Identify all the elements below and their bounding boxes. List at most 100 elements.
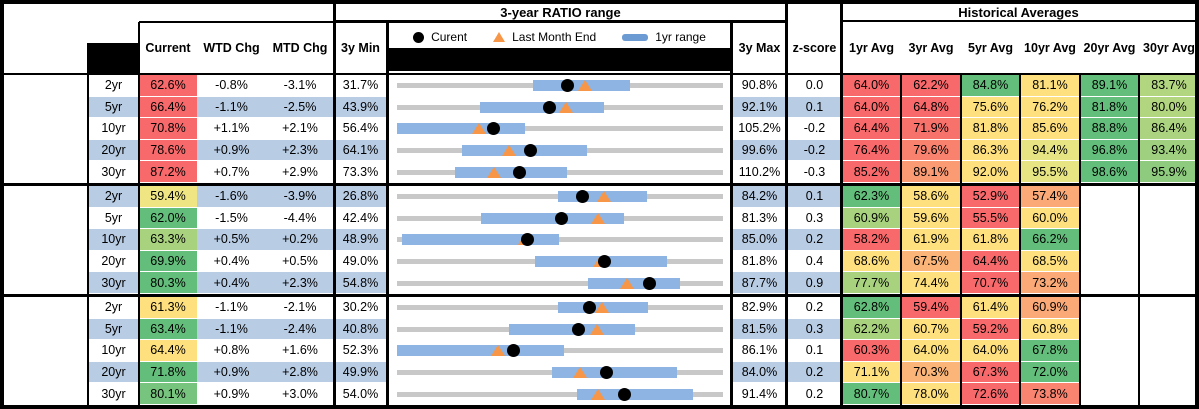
table-row: 30yr 80.3% +0.4% +2.3% 54.8% 87.7% 0.9 77.7% 74.… <box>0 272 1199 294</box>
range-chart <box>387 140 732 162</box>
col-header-1yr-avg: 1yr Avg <box>842 22 901 74</box>
zscore-cell: -0.2 <box>787 118 842 140</box>
1yr-range-bar-icon <box>622 33 649 41</box>
three-year-range-track <box>397 237 723 243</box>
range-chart-plot <box>397 272 723 294</box>
last-month-end-marker <box>472 123 487 135</box>
table-row: 30yr 80.1% +0.9% +3.0% 54.0% 91.4% 0.2 80.7% 78.… <box>0 383 1199 405</box>
col-header-5yr-avg: 5yr Avg <box>961 22 1020 74</box>
mtd-chg-cell: +2.1% <box>266 118 334 140</box>
range-chart-plot <box>397 383 723 405</box>
avg-cell <box>1139 383 1199 405</box>
avg-cell: 62.3% <box>842 186 901 208</box>
current-cell: 87.2% <box>139 161 197 183</box>
table-row: 2yr 62.6% -0.8% -3.1% 31.7% 90.8% 0.0 64.0% 62.2… <box>0 75 1199 97</box>
avg-cell: 95.5% <box>1020 161 1080 183</box>
current-marker <box>618 387 631 401</box>
col-header-30yr-avg: 30yr Avg <box>1139 22 1199 74</box>
avg-cell: 86.4% <box>1139 118 1199 140</box>
range-chart <box>387 297 732 319</box>
avg-cell: 60.8% <box>1020 318 1080 341</box>
tenor-label: 5yr <box>88 96 139 119</box>
tenor-label: 10yr <box>88 118 139 140</box>
avg-cell <box>1080 207 1139 230</box>
table-row: 20yr 69.9% +0.4% +0.5% 49.0% 81.8% 0.4 68.6% 67.… <box>0 250 1199 273</box>
avg-cell: 62.2% <box>842 318 901 341</box>
current-marker <box>599 366 613 380</box>
mtd-chg-cell: -2.5% <box>266 96 334 119</box>
avg-cell: 81.1% <box>1020 75 1080 97</box>
three-year-max-cell: 82.9% <box>732 297 787 319</box>
current-marker <box>523 144 537 158</box>
avg-cell: 64.4% <box>961 250 1020 273</box>
range-chart <box>387 75 732 97</box>
col-header-20yr-avg: 20yr Avg <box>1080 22 1139 74</box>
avg-cell: 75.6% <box>961 96 1020 119</box>
mtd-chg-cell: -2.1% <box>266 297 334 319</box>
avg-cell: 80.0% <box>1139 96 1199 119</box>
avg-cell: 58.6% <box>901 186 961 208</box>
current-marker <box>598 255 612 269</box>
avg-cell <box>1139 250 1199 273</box>
range-chart <box>387 319 732 341</box>
range-chart-plot <box>397 319 723 341</box>
current-cell: 80.1% <box>139 383 197 405</box>
mtd-chg-cell: +2.8% <box>266 361 334 384</box>
avg-cell: 60.0% <box>1020 207 1080 230</box>
table-row: 5yr 63.4% -1.1% -2.4% 40.8% 81.5% 0.3 62.2% 60.7… <box>0 318 1199 341</box>
historical-averages-title: Historical Averages <box>842 4 1195 22</box>
last-month-end-marker <box>491 345 506 357</box>
three-year-max-cell: 81.5% <box>732 318 787 341</box>
current-cell: 64.4% <box>139 340 197 362</box>
one-year-range-bar <box>397 123 525 135</box>
three-year-max-cell: 81.8% <box>732 251 787 273</box>
avg-cell: 70.7% <box>961 272 1020 294</box>
zscore-cell: 0.0 <box>787 75 842 97</box>
zscore-cell: 0.1 <box>787 186 842 208</box>
col-header-mtd-chg: MTD Chg <box>266 22 334 74</box>
current-cell: 63.4% <box>139 318 197 341</box>
avg-cell: 57.4% <box>1020 186 1080 208</box>
last-month-end-marker <box>591 212 606 224</box>
legend-1yr-range-label: 1yr range <box>655 30 706 44</box>
avg-cell: 61.8% <box>961 229 1020 251</box>
wtd-chg-cell: +0.9% <box>197 139 266 162</box>
three-year-max-cell: 86.1% <box>732 340 787 362</box>
wtd-chg-cell: +0.5% <box>197 229 266 251</box>
range-chart-plot <box>397 297 723 319</box>
wtd-chg-cell: -1.5% <box>197 208 266 230</box>
range-chart <box>387 383 732 405</box>
ratio-group: AA TEMuni/CorpRatio (%)2yr61.3%-1.1%-2.1… <box>0 297 1199 405</box>
range-chart-plot <box>397 186 723 208</box>
last-month-end-marker <box>591 388 606 400</box>
tenor-label: 2yr <box>88 186 139 208</box>
mtd-chg-cell: -3.9% <box>266 186 334 208</box>
tenor-label: 10yr <box>88 229 139 251</box>
tenor-label: 30yr <box>88 383 139 405</box>
wtd-chg-cell: -1.1% <box>197 297 266 319</box>
range-chart <box>387 362 732 384</box>
current-marker <box>520 233 534 247</box>
mtd-chg-cell: +3.0% <box>266 383 334 405</box>
avg-cell: 59.6% <box>901 207 961 230</box>
avg-cell: 80.7% <box>842 383 901 405</box>
three-year-min-cell: 48.9% <box>334 229 387 251</box>
mtd-chg-cell: +1.6% <box>266 340 334 362</box>
avg-cell <box>1080 340 1139 362</box>
avg-cell: 83.7% <box>1139 75 1199 97</box>
avg-cell: 55.5% <box>961 207 1020 230</box>
tenor-label: 20yr <box>88 361 139 384</box>
avg-cell: 66.2% <box>1020 229 1080 251</box>
avg-cell: 61.4% <box>961 297 1020 319</box>
ratio-group: AA TEMuni/TaxableMuni Ratio(%)2yr59.4%-1… <box>0 186 1199 294</box>
three-year-min-cell: 56.4% <box>334 118 387 140</box>
table-row: 10yr 63.3% +0.5% +0.2% 48.9% 85.0% 0.2 58.2% 61.… <box>0 229 1199 251</box>
legend-black-bar <box>387 48 732 71</box>
zscore-cell: -0.3 <box>787 161 842 183</box>
one-year-range-bar <box>480 101 604 113</box>
current-cell: 78.6% <box>139 139 197 162</box>
wtd-chg-cell: +0.9% <box>197 383 266 405</box>
range-chart <box>387 186 732 208</box>
avg-cell: 85.6% <box>1020 118 1080 140</box>
